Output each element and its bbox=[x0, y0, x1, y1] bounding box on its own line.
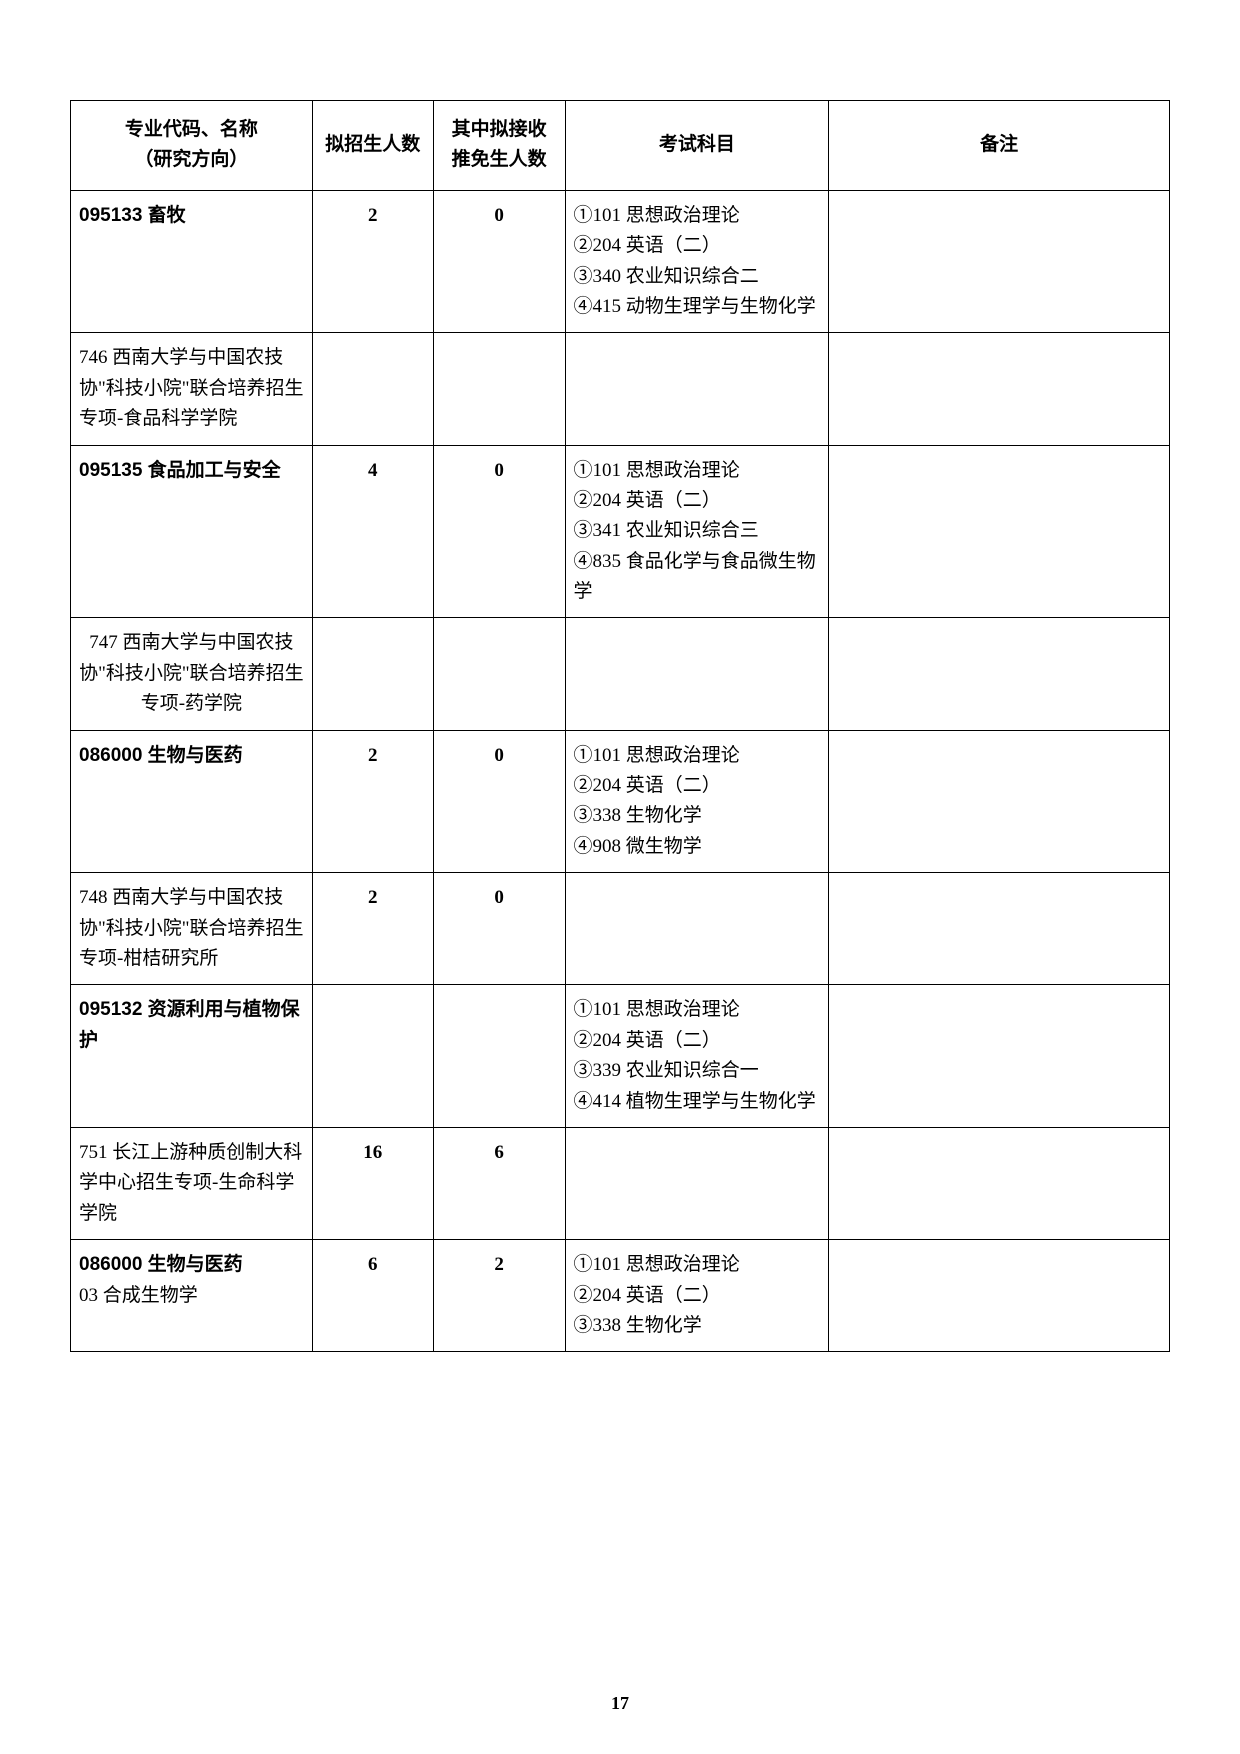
table-row: 748 西南大学与中国农技协"科技小院"联合培养招生专项-柑桔研究所20 bbox=[71, 873, 1170, 985]
cell-remark bbox=[829, 730, 1170, 873]
table-row: 746 西南大学与中国农技协"科技小院"联合培养招生专项-食品科学学院 bbox=[71, 333, 1170, 445]
cell-plan: 2 bbox=[312, 190, 433, 333]
cell-major: 746 西南大学与中国农技协"科技小院"联合培养招生专项-食品科学学院 bbox=[71, 333, 313, 445]
table-row: 095133 畜牧20①101 思想政治理论②204 英语（二）③340 农业知… bbox=[71, 190, 1170, 333]
cell-subjects: ①101 思想政治理论②204 英语（二）③338 生物化学④908 微生物学 bbox=[565, 730, 829, 873]
table-row: 095135 食品加工与安全40①101 思想政治理论②204 英语（二）③34… bbox=[71, 445, 1170, 618]
cell-major: 095133 畜牧 bbox=[71, 190, 313, 333]
cell-remark bbox=[829, 873, 1170, 985]
header-remark: 备注 bbox=[829, 101, 1170, 191]
header-row: 专业代码、名称（研究方向） 拟招生人数 其中拟接收推免生人数 考试科目 备注 bbox=[71, 101, 1170, 191]
cell-remark bbox=[829, 445, 1170, 618]
header-subjects: 考试科目 bbox=[565, 101, 829, 191]
cell-remark bbox=[829, 985, 1170, 1128]
cell-subjects: ①101 思想政治理论②204 英语（二）③341 农业知识综合三④835 食品… bbox=[565, 445, 829, 618]
cell-remark bbox=[829, 190, 1170, 333]
cell-exempt: 0 bbox=[433, 730, 565, 873]
cell-exempt bbox=[433, 618, 565, 730]
cell-plan: 4 bbox=[312, 445, 433, 618]
cell-major: 095135 食品加工与安全 bbox=[71, 445, 313, 618]
cell-plan: 2 bbox=[312, 730, 433, 873]
cell-exempt bbox=[433, 985, 565, 1128]
cell-major: 086000 生物与医药 bbox=[71, 730, 313, 873]
cell-subjects bbox=[565, 333, 829, 445]
cell-subjects bbox=[565, 873, 829, 985]
cell-remark bbox=[829, 618, 1170, 730]
table-row: 086000 生物与医药03 合成生物学62①101 思想政治理论②204 英语… bbox=[71, 1240, 1170, 1352]
cell-plan: 6 bbox=[312, 1240, 433, 1352]
cell-subjects bbox=[565, 1127, 829, 1239]
cell-plan bbox=[312, 333, 433, 445]
cell-major: 095132 资源利用与植物保护 bbox=[71, 985, 313, 1128]
cell-plan: 16 bbox=[312, 1127, 433, 1239]
table-body: 095133 畜牧20①101 思想政治理论②204 英语（二）③340 农业知… bbox=[71, 190, 1170, 1352]
cell-exempt bbox=[433, 333, 565, 445]
cell-exempt: 0 bbox=[433, 873, 565, 985]
table-row: 086000 生物与医药20①101 思想政治理论②204 英语（二）③338 … bbox=[71, 730, 1170, 873]
cell-remark bbox=[829, 1240, 1170, 1352]
cell-subjects: ①101 思想政治理论②204 英语（二）③340 农业知识综合二④415 动物… bbox=[565, 190, 829, 333]
header-plan: 拟招生人数 bbox=[312, 101, 433, 191]
cell-exempt: 6 bbox=[433, 1127, 565, 1239]
header-major: 专业代码、名称（研究方向） bbox=[71, 101, 313, 191]
cell-subjects bbox=[565, 618, 829, 730]
table-row: 747 西南大学与中国农技协"科技小院"联合培养招生专项-药学院 bbox=[71, 618, 1170, 730]
cell-plan: 2 bbox=[312, 873, 433, 985]
cell-major: 086000 生物与医药03 合成生物学 bbox=[71, 1240, 313, 1352]
cell-exempt: 0 bbox=[433, 190, 565, 333]
cell-exempt: 0 bbox=[433, 445, 565, 618]
header-exempt: 其中拟接收推免生人数 bbox=[433, 101, 565, 191]
cell-plan bbox=[312, 618, 433, 730]
cell-subjects: ①101 思想政治理论②204 英语（二）③338 生物化学 bbox=[565, 1240, 829, 1352]
cell-plan bbox=[312, 985, 433, 1128]
cell-major: 747 西南大学与中国农技协"科技小院"联合培养招生专项-药学院 bbox=[71, 618, 313, 730]
catalog-table: 专业代码、名称（研究方向） 拟招生人数 其中拟接收推免生人数 考试科目 备注 0… bbox=[70, 100, 1170, 1352]
cell-subjects: ①101 思想政治理论②204 英语（二）③339 农业知识综合一④414 植物… bbox=[565, 985, 829, 1128]
table-row: 095132 资源利用与植物保护 ①101 思想政治理论②204 英语（二）③33… bbox=[71, 985, 1170, 1128]
table-row: 751 长江上游种质创制大科学中心招生专项-生命科学学院166 bbox=[71, 1127, 1170, 1239]
cell-remark bbox=[829, 1127, 1170, 1239]
cell-major: 751 长江上游种质创制大科学中心招生专项-生命科学学院 bbox=[71, 1127, 313, 1239]
page-number: 17 bbox=[611, 1693, 629, 1714]
cell-remark bbox=[829, 333, 1170, 445]
cell-exempt: 2 bbox=[433, 1240, 565, 1352]
cell-major: 748 西南大学与中国农技协"科技小院"联合培养招生专项-柑桔研究所 bbox=[71, 873, 313, 985]
